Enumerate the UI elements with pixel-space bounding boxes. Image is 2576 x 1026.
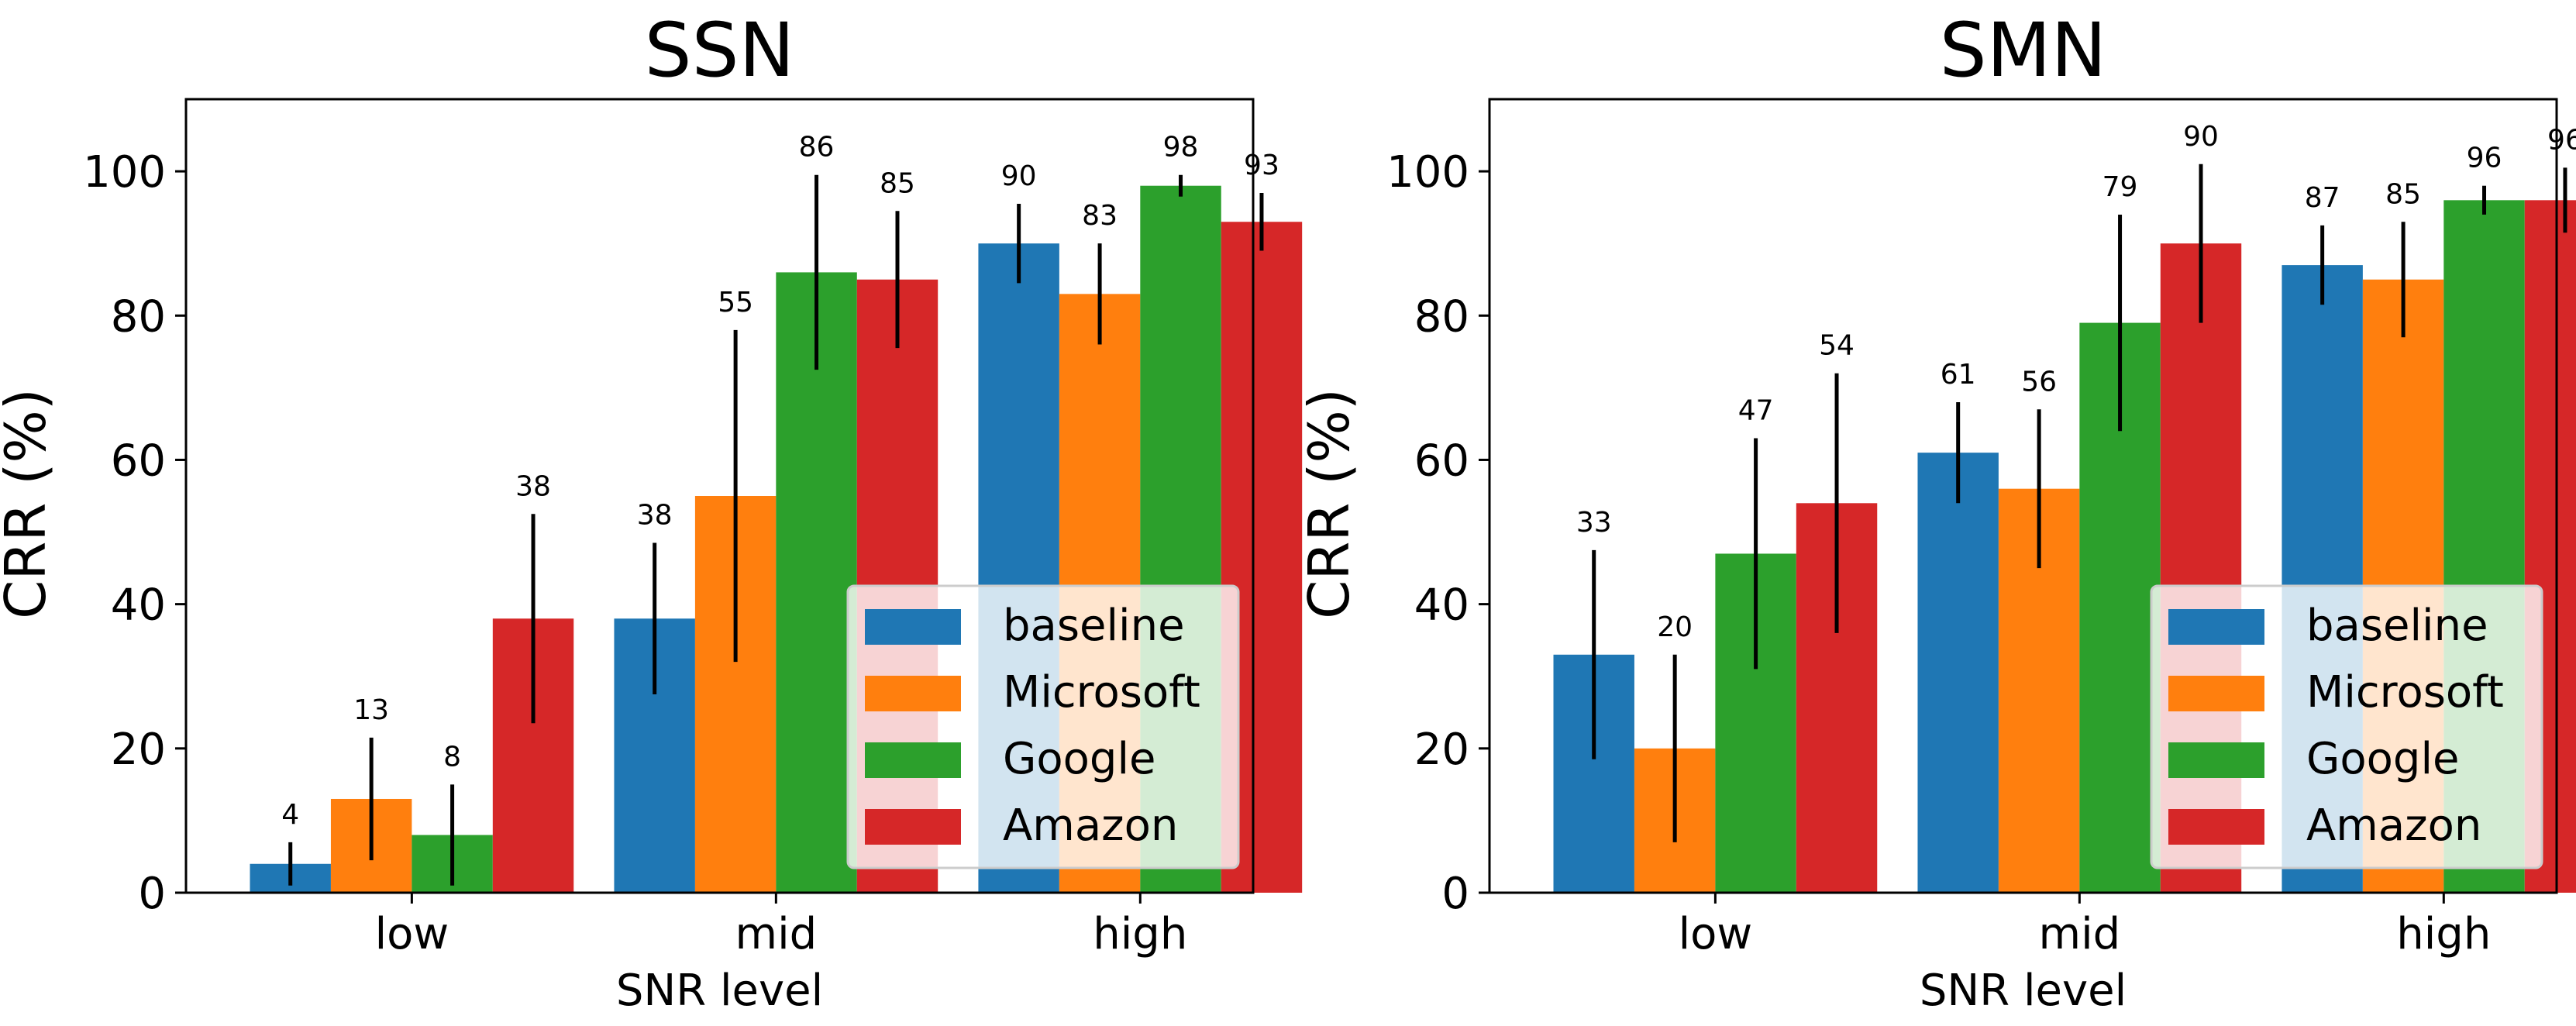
chart-title: SMN <box>1940 7 2107 94</box>
legend-label-google: Google <box>1003 734 1155 784</box>
y-tick-label: 100 <box>1386 147 1469 198</box>
legend-swatch-google <box>865 742 961 778</box>
y-tick-label: 40 <box>111 580 166 631</box>
y-axis-label: CRR (%) <box>1297 388 1362 619</box>
legend-box <box>2150 584 2543 869</box>
x-tick-label: mid <box>2039 909 2121 959</box>
x-tick-label: mid <box>735 909 818 959</box>
x-axis-label: SNR level <box>1920 966 2127 1016</box>
chart-panel-smn: SMN 33 61 87 20 56 85 47 79 96 54 90 96 0 20 40 60 80 100 l… <box>1297 7 2576 1016</box>
data-label: 13 <box>353 694 389 726</box>
data-label: 86 <box>799 132 835 164</box>
legend-label-microsoft: Microsoft <box>1003 667 1200 718</box>
x-axis-label: SNR level <box>616 966 823 1016</box>
y-tick-label: 0 <box>1441 869 1469 919</box>
y-tick-label: 20 <box>1414 725 1469 775</box>
y-tick-label: 0 <box>138 869 166 919</box>
data-label: 93 <box>1244 150 1279 181</box>
data-label: 90 <box>1001 160 1037 192</box>
legend-label-amazon: Amazon <box>2306 800 2481 851</box>
plot-frame <box>1488 98 2558 894</box>
legend-label-baseline: baseline <box>1003 601 1185 651</box>
y-tick-label: 80 <box>1414 291 1469 342</box>
chart-title: SSN <box>645 7 795 94</box>
data-label: 38 <box>637 500 673 532</box>
bar-baseline-mid <box>1917 453 1999 893</box>
legend-swatch-google <box>2168 742 2264 778</box>
data-label: 79 <box>2102 171 2138 203</box>
y-tick-label: 80 <box>111 291 166 342</box>
legend-swatch-microsoft <box>865 676 961 711</box>
y-tick-label: 20 <box>111 725 166 775</box>
data-label: 85 <box>880 167 915 199</box>
data-label: 85 <box>2385 178 2421 210</box>
legend-swatch-baseline <box>865 609 961 645</box>
data-label: 96 <box>2467 143 2502 174</box>
legend-label-amazon: Amazon <box>1003 800 1178 851</box>
data-label: 4 <box>281 799 299 831</box>
x-tick-label: low <box>375 909 449 959</box>
legend: baseline Microsoft Google Amazon <box>2150 584 2543 869</box>
x-tick-label: low <box>1679 909 1753 959</box>
y-axis-label: CRR (%) <box>0 388 58 619</box>
legend-swatch-amazon <box>2168 809 2264 845</box>
chart-panel-ssn: SSN 4 38 90 13 55 83 8 86 98 38 85 93 0 20 40 60 80 100 low… <box>0 7 1303 1016</box>
data-label: 8 <box>443 741 461 773</box>
plot-frame <box>184 98 1255 894</box>
y-tick-label: 40 <box>1414 580 1469 631</box>
legend-swatch-amazon <box>865 809 961 845</box>
legend-label-baseline: baseline <box>2306 601 2488 651</box>
data-label: 56 <box>2021 366 2057 398</box>
data-label: 96 <box>2547 124 2576 156</box>
legend-swatch-baseline <box>2168 609 2264 645</box>
data-label: 90 <box>2183 121 2219 153</box>
y-tick-label: 60 <box>1414 436 1469 486</box>
legend-label-microsoft: Microsoft <box>2306 667 2504 718</box>
data-label: 98 <box>1163 132 1199 164</box>
legend: baseline Microsoft Google Amazon <box>846 584 1240 869</box>
data-label: 61 <box>1941 359 1976 391</box>
data-label: 55 <box>718 287 753 318</box>
data-label: 20 <box>1657 611 1693 643</box>
legend-box <box>846 584 1240 869</box>
data-label: 54 <box>1819 330 1855 362</box>
legend-label-google: Google <box>2306 734 2459 784</box>
legend-swatch-microsoft <box>2168 676 2264 711</box>
data-label: 47 <box>1738 395 1774 427</box>
y-tick-label: 100 <box>83 147 166 198</box>
x-tick-label: high <box>1093 909 1187 959</box>
data-label: 87 <box>2305 182 2340 214</box>
bar-google-mid <box>776 272 857 893</box>
y-tick-label: 60 <box>111 436 166 486</box>
x-tick-label: high <box>2396 909 2491 959</box>
data-label: 33 <box>1576 507 1612 539</box>
data-label: 38 <box>515 470 551 502</box>
data-label: 83 <box>1082 200 1118 232</box>
